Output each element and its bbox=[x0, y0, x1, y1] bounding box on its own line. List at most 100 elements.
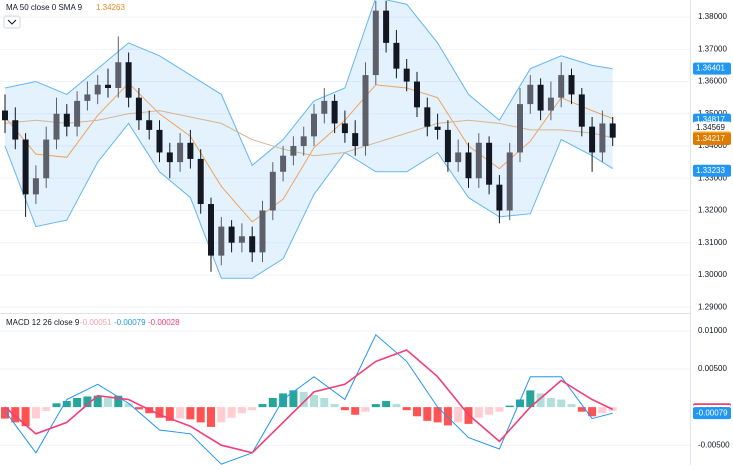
candle-body bbox=[166, 152, 173, 163]
candle-body bbox=[547, 97, 554, 111]
histogram-bar bbox=[73, 397, 82, 408]
candle-body bbox=[568, 75, 575, 95]
indicator-value: 1.34263 bbox=[96, 3, 125, 12]
histogram-bar bbox=[567, 404, 576, 408]
candle-body bbox=[84, 94, 91, 101]
price-badge bbox=[693, 121, 731, 134]
histogram-bar bbox=[577, 407, 586, 412]
histogram-bar bbox=[516, 399, 524, 408]
y-tick-label: 1.35000 bbox=[698, 109, 727, 118]
candle-body bbox=[187, 142, 194, 159]
candle-body bbox=[32, 178, 39, 195]
histogram-bar bbox=[134, 407, 143, 410]
price-badge bbox=[693, 133, 731, 146]
candle-body bbox=[290, 146, 297, 156]
overlay-line bbox=[4, 0, 613, 167]
histogram-bar bbox=[485, 407, 494, 415]
histogram-bar bbox=[402, 407, 411, 411]
candle-body bbox=[527, 84, 534, 105]
price-badge-label: 1.34817 bbox=[696, 115, 725, 124]
candle-body bbox=[486, 142, 493, 185]
candle-body bbox=[434, 126, 441, 130]
histogram-bar bbox=[557, 399, 566, 408]
price-badge bbox=[693, 62, 731, 75]
histogram-bar bbox=[62, 401, 71, 408]
price-badge-label: 1.33233 bbox=[696, 166, 725, 175]
histogram-bar bbox=[237, 407, 246, 414]
histogram-bar bbox=[454, 407, 463, 423]
collapse-button[interactable] bbox=[3, 15, 21, 29]
y-tick-label: -0.00500 bbox=[698, 440, 730, 449]
indicator-value: -0.00028 bbox=[148, 318, 180, 327]
candle-body bbox=[259, 210, 266, 253]
histogram-bar bbox=[207, 407, 215, 427]
candle-body bbox=[393, 42, 400, 69]
candle-body bbox=[53, 113, 60, 140]
candle-body bbox=[43, 139, 50, 179]
histogram-bar bbox=[598, 407, 607, 414]
candle-body bbox=[352, 133, 359, 147]
histogram-bar bbox=[423, 407, 432, 421]
y-tick-label: 1.36000 bbox=[698, 77, 727, 86]
candle-body bbox=[249, 236, 256, 253]
histogram-bar bbox=[382, 401, 391, 408]
histogram-bar bbox=[42, 407, 51, 411]
histogram-bar bbox=[320, 397, 329, 408]
candle-body bbox=[177, 142, 184, 163]
histogram-bar bbox=[588, 407, 597, 417]
price-badge-label: 1.36401 bbox=[696, 64, 725, 73]
candle-body bbox=[156, 129, 163, 153]
histogram-bar bbox=[248, 407, 257, 411]
candle-body bbox=[74, 100, 81, 127]
candle-body bbox=[589, 126, 596, 153]
candle-body bbox=[362, 75, 369, 147]
candle-body bbox=[280, 155, 287, 172]
candle-body bbox=[444, 129, 451, 163]
candle-body bbox=[455, 152, 462, 163]
candle-body bbox=[517, 104, 523, 153]
macd-line bbox=[4, 349, 614, 454]
candle-body bbox=[146, 120, 153, 130]
histogram-bar bbox=[217, 407, 226, 423]
histogram-bar bbox=[83, 396, 92, 408]
histogram-bar bbox=[11, 407, 20, 423]
histogram-bar bbox=[1, 407, 9, 419]
overlay-line bbox=[4, 122, 613, 279]
candle-body bbox=[506, 152, 513, 211]
candle-body bbox=[321, 100, 328, 114]
y-tick-label: 1.33000 bbox=[698, 173, 727, 182]
price-badge-label: 1.34217 bbox=[696, 134, 725, 143]
histogram-bar bbox=[526, 390, 535, 408]
candle-body bbox=[94, 84, 101, 95]
histogram-bar bbox=[310, 394, 318, 408]
candle-body bbox=[341, 123, 348, 134]
candle-body bbox=[63, 113, 70, 127]
histogram-bar bbox=[433, 407, 442, 423]
histogram-bar bbox=[474, 407, 483, 418]
histogram-bar bbox=[227, 407, 236, 418]
histogram-bar bbox=[392, 404, 401, 408]
candle-body bbox=[424, 107, 431, 127]
candle-body bbox=[135, 97, 142, 121]
y-tick-label: 1.32000 bbox=[698, 206, 727, 215]
histogram-bar bbox=[330, 404, 339, 408]
band-fill bbox=[5, 0, 613, 279]
histogram-bar bbox=[268, 397, 277, 408]
histogram-bar bbox=[443, 407, 452, 426]
histogram-bar bbox=[165, 407, 174, 421]
histogram-bar bbox=[361, 407, 370, 412]
y-tick-label: 0.01000 bbox=[698, 326, 727, 335]
histogram-bar bbox=[114, 395, 123, 408]
candle-body bbox=[228, 226, 235, 243]
candle-body bbox=[2, 110, 8, 121]
candle-body bbox=[125, 62, 132, 98]
price-badge bbox=[693, 407, 731, 420]
candle-body bbox=[105, 84, 111, 88]
histogram-bar bbox=[124, 403, 133, 408]
histogram-bar bbox=[495, 407, 504, 412]
candle-body bbox=[269, 171, 276, 211]
histogram-bar bbox=[351, 407, 360, 415]
y-tick-label: 1.38000 bbox=[698, 12, 727, 21]
candle-body bbox=[238, 236, 245, 243]
